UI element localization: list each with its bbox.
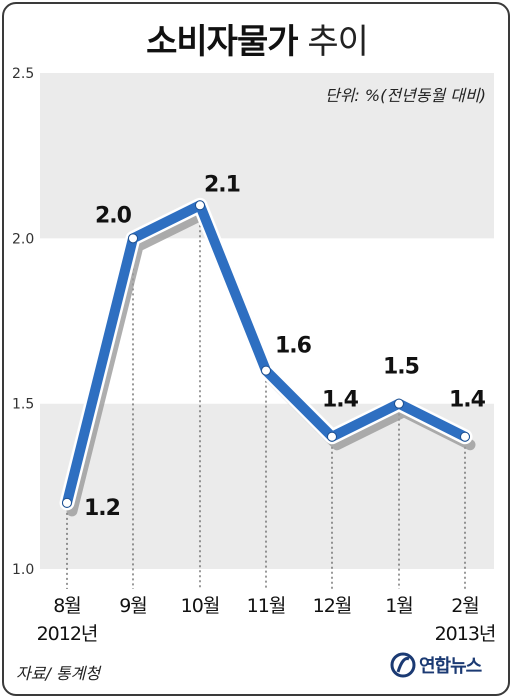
grid-band	[40, 73, 494, 239]
y-tick-label: 2.5	[12, 66, 34, 82]
source-note: 자료/ 통계청	[16, 664, 101, 683]
y-tick-label: 1.5	[12, 397, 34, 413]
data-point	[261, 365, 271, 376]
year-label: 2012년	[37, 623, 98, 645]
x-tick-label: 10월	[181, 595, 220, 617]
y-tick-label: 1.0	[12, 562, 34, 578]
x-tick-label: 8월	[53, 595, 81, 617]
data-label: 2.1	[204, 172, 240, 197]
x-tick-label: 9월	[119, 595, 147, 617]
x-tick-label: 12월	[313, 595, 352, 617]
grid-band	[40, 403, 494, 569]
data-label: 1.5	[383, 355, 419, 380]
unit-note: 단위: %(전년동월 대비)	[324, 86, 486, 105]
data-label: 1.4	[449, 388, 486, 413]
y-tick-label: 2.0	[12, 231, 34, 247]
chart-title: 소비자물가 추이	[0, 14, 514, 63]
data-point	[62, 497, 72, 508]
data-point	[327, 431, 337, 442]
year-label: 2013년	[435, 623, 496, 645]
title-main: 소비자물가	[146, 22, 298, 62]
x-tick-label: 2월	[451, 595, 479, 617]
data-label: 1.4	[322, 388, 359, 413]
logo-text: 연합뉴스	[419, 656, 482, 677]
data-label: 2.0	[95, 203, 132, 228]
yonhap-logo: 연합뉴스	[390, 652, 482, 678]
data-point	[195, 200, 205, 211]
yonhap-logo-icon	[390, 652, 416, 678]
data-label: 1.2	[84, 496, 120, 521]
data-point	[128, 233, 138, 244]
data-point	[394, 398, 404, 409]
x-tick-label: 1월	[385, 595, 413, 617]
data-point	[460, 431, 470, 442]
x-tick-label: 11월	[247, 595, 286, 617]
data-label: 1.6	[275, 334, 312, 359]
title-sub: 추이	[307, 22, 369, 62]
